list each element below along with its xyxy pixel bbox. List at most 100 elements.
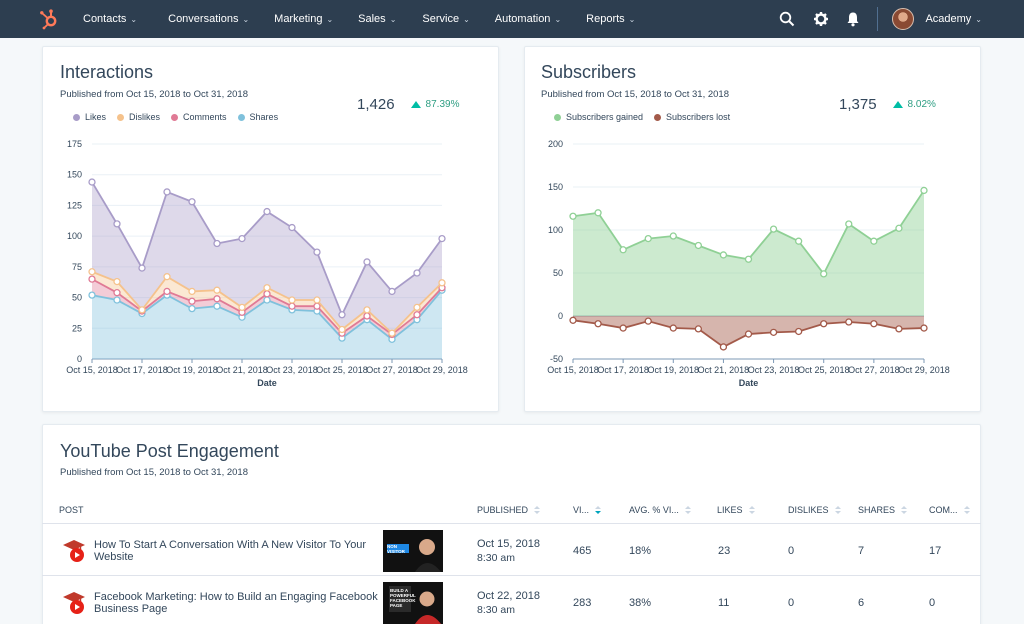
nav-reports-label: Reports xyxy=(586,13,625,25)
trend-up-icon xyxy=(892,101,903,108)
published-time: 8:30 am xyxy=(477,552,515,564)
legend-dot xyxy=(237,113,245,121)
legend-item-shares[interactable]: Shares xyxy=(237,112,279,122)
nav-reports[interactable]: Reports ⌄ xyxy=(586,13,635,25)
bell-icon[interactable] xyxy=(845,11,861,27)
engagement-subtitle: Published from Oct 15, 2018 to Oct 31, 2… xyxy=(60,467,249,478)
trend-up-icon xyxy=(410,101,421,108)
interactions-subtitle: Published from Oct 15, 2018 to Oct 31, 2… xyxy=(60,89,249,100)
column-comments[interactable]: COM... xyxy=(929,497,970,523)
sort-icon xyxy=(684,505,691,515)
kpi-change: 8.02% xyxy=(907,99,936,110)
comments-value: 0 xyxy=(929,597,936,609)
dislikes-value: 0 xyxy=(788,545,795,557)
legend-dot xyxy=(171,113,179,121)
column-shares[interactable]: SHARES xyxy=(858,497,908,523)
column-label: COM... xyxy=(929,505,958,515)
nav-automation[interactable]: Automation ⌄ xyxy=(495,13,561,25)
legend-dot xyxy=(554,113,561,121)
legend-label: Comments xyxy=(183,112,227,122)
video-thumbnail[interactable]: BUILD A POWERFUL FACEBOOK PAGE xyxy=(383,582,443,624)
thumbnail-text: NON VISITOR xyxy=(387,544,405,554)
legend-item-comments[interactable]: Comments xyxy=(171,112,227,122)
subscribers-subtitle: Published from Oct 15, 2018 to Oct 31, 2… xyxy=(541,89,730,100)
subscribers-kpi: 1,375 8.02% xyxy=(839,96,936,113)
column-published[interactable]: PUBLISHED xyxy=(477,497,541,523)
column-likes[interactable]: LIKES xyxy=(717,497,755,523)
avg-view-value: 38% xyxy=(629,597,652,609)
column-label: POST xyxy=(59,505,84,515)
column-post: POST xyxy=(59,497,84,523)
kpi-change: 87.39% xyxy=(425,99,460,110)
nav-conversations-label: Conversations xyxy=(168,13,239,25)
published-date: Oct 15, 2018 xyxy=(477,538,540,550)
interactions-legend: Likes Dislikes Comments Shares xyxy=(73,112,289,122)
nav-service[interactable]: Service ⌄ xyxy=(422,13,469,25)
column-dislikes[interactable]: DISLIKES xyxy=(788,497,841,523)
column-label: DISLIKES xyxy=(788,505,829,515)
likes-value: 11 xyxy=(718,597,730,609)
nav-marketing-label: Marketing xyxy=(274,13,323,25)
chevron-down-icon: ⌄ xyxy=(326,14,334,24)
legend-label: Dislikes xyxy=(129,112,161,122)
video-thumbnail[interactable]: NON VISITOR xyxy=(383,530,443,572)
shares-value: 7 xyxy=(858,545,865,557)
youtube-academy-icon xyxy=(63,540,85,562)
hubspot-logo-icon[interactable] xyxy=(38,8,60,30)
column-avg-view[interactable]: AVG. % VI... xyxy=(629,497,691,523)
sort-icon xyxy=(963,505,970,515)
table-row[interactable]: How To Start A Conversation With A New V… xyxy=(42,523,981,575)
chevron-down-icon: ⌄ xyxy=(463,14,470,24)
table-row[interactable]: Facebook Marketing: How to Build an Enga… xyxy=(42,575,981,624)
dislikes-value: 0 xyxy=(788,597,795,609)
engagement-card: YouTube Post Engagement Published from O… xyxy=(42,424,981,624)
subscribers-legend: Subscribers gained Subscribers lost xyxy=(554,112,741,122)
legend-label: Subscribers lost xyxy=(666,112,731,122)
column-label: AVG. % VI... xyxy=(629,505,679,515)
legend-dot xyxy=(654,113,662,121)
nav-contacts-label: Contacts xyxy=(83,13,127,25)
likes-value: 23 xyxy=(718,545,731,557)
subscribers-title: Subscribers xyxy=(541,62,637,82)
views-value: 283 xyxy=(573,597,592,609)
search-icon[interactable] xyxy=(779,11,795,27)
kpi-value: 1,375 xyxy=(839,96,877,113)
kpi-value: 1,426 xyxy=(357,96,395,113)
sort-icon xyxy=(748,505,755,515)
legend-item-subscribers-gained[interactable]: Subscribers gained xyxy=(554,112,643,122)
legend-label: Shares xyxy=(249,112,279,122)
nav-conversations[interactable]: Conversations ⌄ xyxy=(168,13,249,25)
main-menu: Contacts ⌄ Conversations ⌄ Marketing ⌄ Sale… xyxy=(83,0,635,38)
published-date: Oct 22, 2018 xyxy=(477,590,540,602)
nav-divider xyxy=(877,7,879,31)
legend-label: Likes xyxy=(85,112,107,122)
thumbnail-image xyxy=(383,582,443,624)
legend-item-dislikes[interactable]: Dislikes xyxy=(117,112,160,122)
published-time: 8:30 am xyxy=(477,604,515,616)
legend-item-subscribers-lost[interactable]: Subscribers lost xyxy=(654,112,730,122)
legend-dot xyxy=(73,113,80,121)
nav-sales[interactable]: Sales ⌄ xyxy=(358,13,396,25)
post-title-link[interactable]: How To Start A Conversation With A New V… xyxy=(94,539,367,563)
gear-icon[interactable] xyxy=(813,11,829,27)
legend-label: Subscribers gained xyxy=(566,112,644,122)
nav-sales-label: Sales xyxy=(358,13,386,25)
avatar[interactable] xyxy=(892,8,915,30)
sort-icon xyxy=(901,505,908,515)
column-label: VI... xyxy=(573,505,590,515)
column-views[interactable]: VI... xyxy=(573,497,602,523)
subscribers-card: Subscribers Published from Oct 15, 2018 … xyxy=(524,46,981,412)
thumbnail-image xyxy=(383,530,443,572)
nav-marketing[interactable]: Marketing ⌄ xyxy=(274,13,333,25)
youtube-academy-icon xyxy=(63,592,85,614)
legend-item-likes[interactable]: Likes xyxy=(73,112,106,122)
chevron-down-icon: ⌄ xyxy=(554,14,562,24)
interactions-title: Interactions xyxy=(60,62,154,82)
comments-value: 17 xyxy=(929,545,942,557)
post-title-link[interactable]: Facebook Marketing: How to Build an Enga… xyxy=(94,591,378,615)
shares-value: 6 xyxy=(858,597,865,609)
sort-descending-icon xyxy=(595,505,602,515)
avg-view-value: 18% xyxy=(629,545,652,557)
nav-contacts[interactable]: Contacts ⌄ xyxy=(83,13,137,25)
account-menu[interactable]: Academy ⌄ xyxy=(925,13,982,25)
